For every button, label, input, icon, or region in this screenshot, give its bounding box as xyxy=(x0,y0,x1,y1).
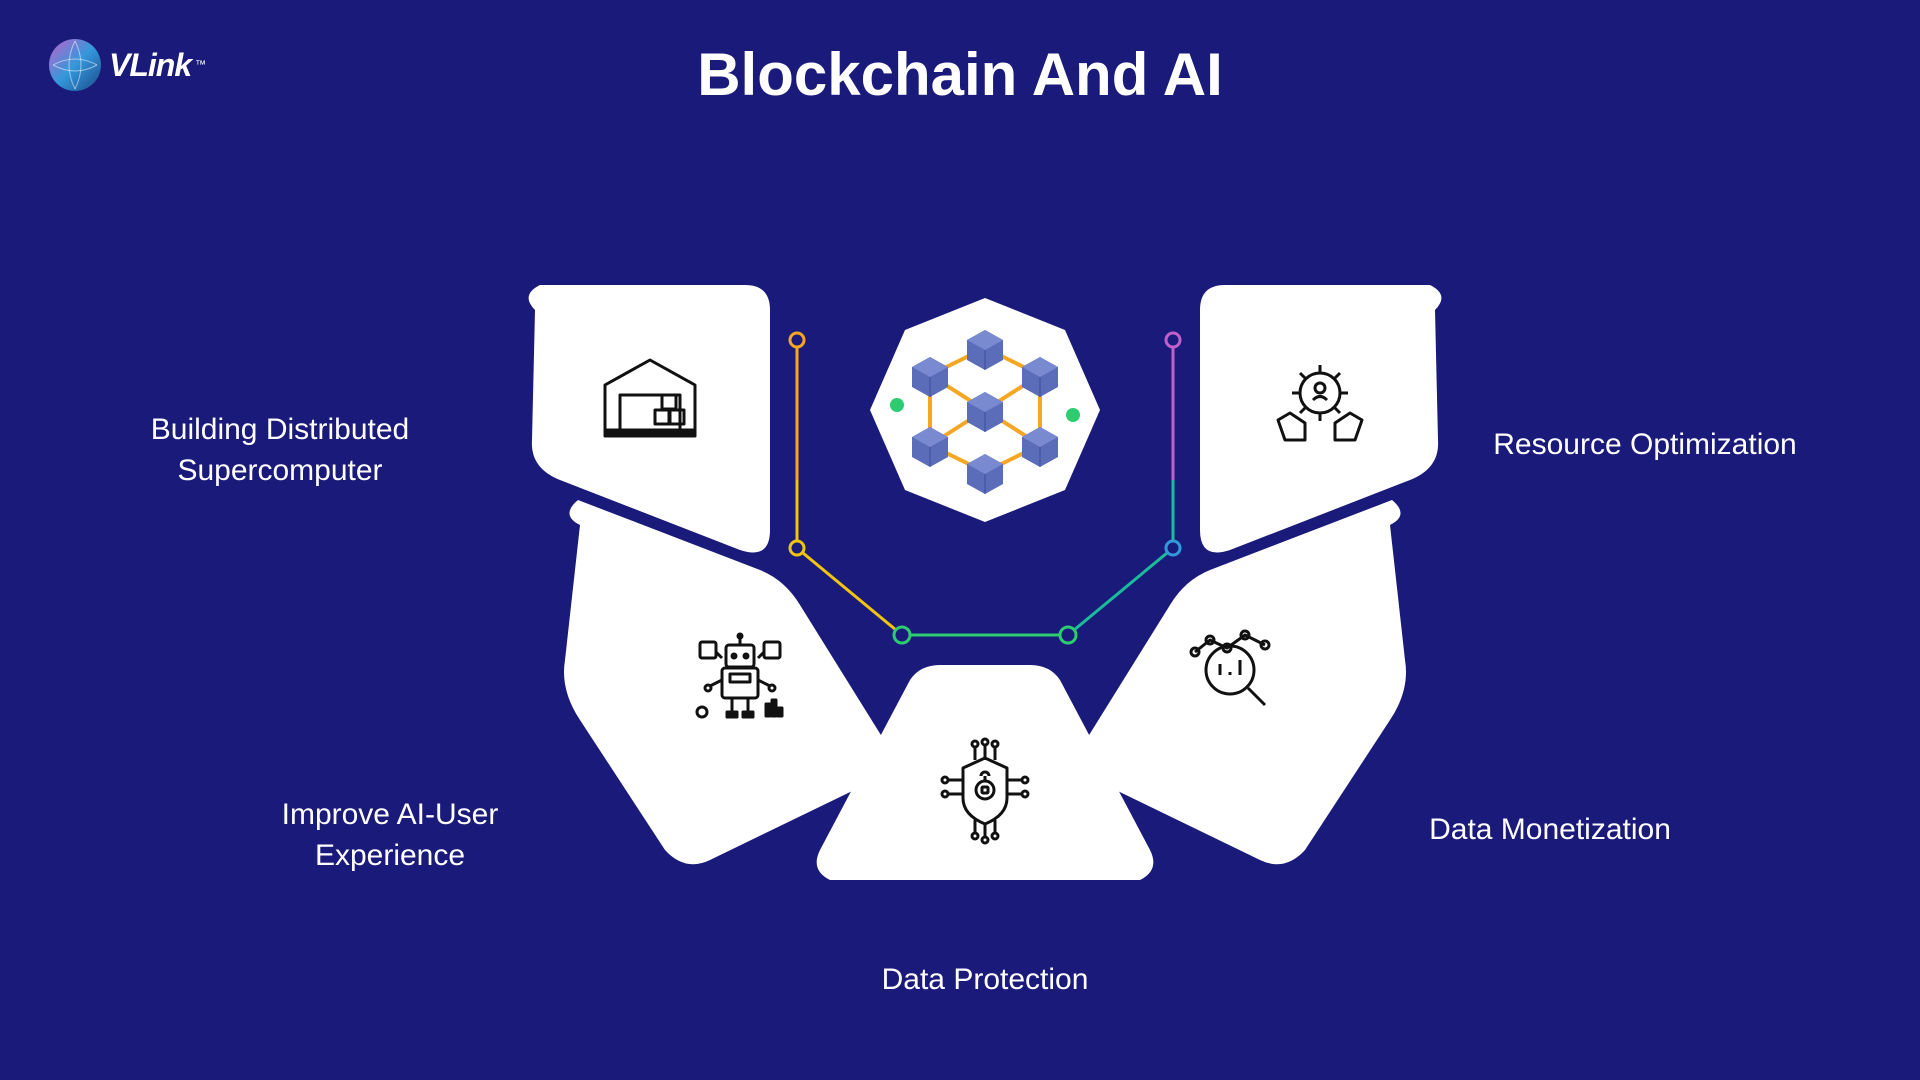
label-bottom: Data Protection xyxy=(805,960,1165,1001)
label-mid-left: Improve AI-UserExperience xyxy=(220,795,560,876)
label-mid-right: Data Monetization xyxy=(1380,810,1720,851)
label-top-left: Building DistributedSupercomputer xyxy=(110,410,450,491)
petal-mid-right xyxy=(1080,500,1406,864)
logo: VLink ™ xyxy=(45,35,206,95)
page-title: Blockchain And AI xyxy=(697,40,1223,109)
logo-text: VLink xyxy=(109,47,191,84)
diagram: Building DistributedSupercomputer Resour… xyxy=(260,240,1660,1000)
logo-trademark: ™ xyxy=(195,59,206,71)
petal-top-left xyxy=(529,285,770,553)
globe-icon xyxy=(45,35,105,95)
petal-mid-left xyxy=(564,500,890,864)
label-top-right: Resource Optimization xyxy=(1455,425,1835,466)
